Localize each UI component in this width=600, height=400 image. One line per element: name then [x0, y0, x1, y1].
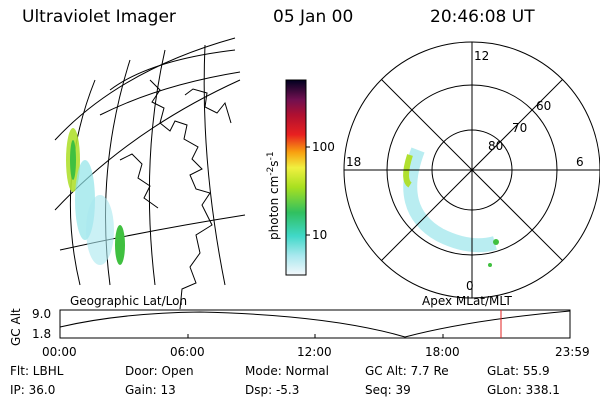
label-exp: -1 [266, 151, 276, 160]
footer-field: GLon: 338.1 [487, 383, 560, 397]
lat-label: 80 [488, 139, 503, 153]
y-tick-label: 9.0 [32, 307, 51, 321]
geo-map [54, 37, 246, 310]
lat-label: 60 [536, 99, 551, 113]
lat-label: 70 [512, 121, 527, 135]
label-exp: -2 [266, 167, 276, 176]
x-tick-label: 06:00 [170, 345, 205, 359]
footer-field: Mode: Normal [245, 364, 329, 378]
label-part: photon cm [267, 176, 281, 240]
footer: Flt: LBHL Door: Open Mode: Normal GC Alt: 7… [10, 364, 560, 397]
footer-field: GC Alt: 7.7 Re [365, 364, 449, 378]
footer-field: Gain: 13 [125, 383, 176, 397]
altitude-curve [59, 310, 571, 338]
mlt-label: 12 [474, 49, 489, 63]
mlt-label: 6 [576, 155, 584, 169]
footer-field: GLat: 55.9 [487, 364, 550, 378]
footer-field: Seq: 39 [365, 383, 411, 397]
footer-field: Flt: LBHL [10, 364, 64, 378]
footer-field: Door: Open [125, 364, 194, 378]
title: Ultraviolet Imager [22, 7, 176, 27]
x-tick-label: 23:59 [555, 345, 590, 359]
colorbar-label: photon cm-2s-1 [266, 151, 281, 240]
colorbar-tick-label: 100 [312, 140, 335, 154]
time: 20:46:08 UT [430, 7, 535, 27]
x-tick-label: 00:00 [42, 345, 77, 359]
y-tick-label: 1.8 [32, 327, 51, 341]
altitude-frame [59, 309, 571, 339]
colorbar [285, 79, 307, 276]
polar-plot [343, 41, 600, 299]
mlt-label: 0 [466, 279, 474, 293]
date: 05 Jan 00 [273, 7, 353, 27]
footer-field: Dsp: -5.3 [245, 383, 299, 397]
geo-label: Geographic Lat/Lon [70, 294, 187, 308]
colorbar-tick-label: 10 [312, 228, 327, 242]
x-tick-label: 12:00 [297, 345, 332, 359]
label-part: s [267, 160, 281, 166]
axis-title: GC Alt [9, 308, 23, 346]
mlt-label: 18 [346, 155, 361, 169]
footer-field: IP: 36.0 [10, 383, 55, 397]
x-tick-label: 18:00 [425, 345, 460, 359]
apex-label: Apex MLat/MLT [422, 294, 512, 308]
x-ticks [187, 334, 444, 338]
